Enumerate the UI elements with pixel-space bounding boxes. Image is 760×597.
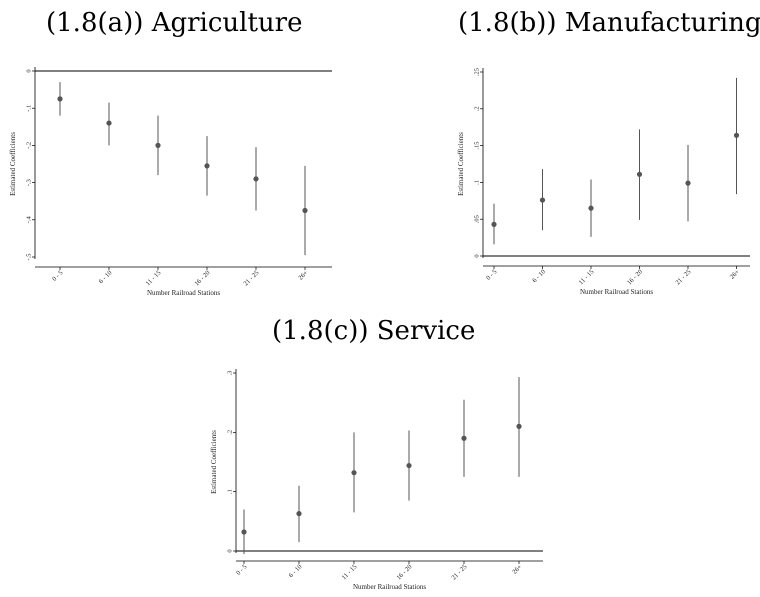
coefficient-point <box>406 462 412 469</box>
y-tick-label: 0 <box>25 69 32 72</box>
x-axis-label: Number Railroad Stations <box>147 289 220 297</box>
y-tick-label: -.5 <box>25 253 32 260</box>
y-tick-label: -.3 <box>25 179 32 186</box>
y-tick-label: 0 <box>473 254 480 257</box>
coefficient-point <box>106 120 112 126</box>
y-tick-label: .2 <box>473 106 480 111</box>
coefficient-point <box>57 96 63 102</box>
y-tick-label: -.2 <box>25 142 32 149</box>
y-axis-label: Estimated Coefficients <box>457 132 465 196</box>
y-axis-label: Estimated Coefficients <box>210 430 218 494</box>
x-axis-label: Number Railroad Stations <box>580 288 653 296</box>
y-tick-label: .05 <box>473 215 480 223</box>
y-tick-label: .1 <box>473 180 480 185</box>
y-tick-label: -.1 <box>25 105 32 112</box>
x-tick-label: 26+ <box>511 563 523 575</box>
coefficient-point <box>733 132 740 138</box>
x-tick-label: 21 - 25 <box>450 563 468 581</box>
coefficient-point <box>516 423 522 429</box>
coefficient-point <box>491 221 497 227</box>
y-tick-label: .25 <box>473 68 480 76</box>
coefficient-point <box>253 176 259 182</box>
x-tick-label: 11 - 15 <box>341 563 359 581</box>
coefficient-point <box>155 142 161 148</box>
x-tick-label: 16 - 20 <box>395 563 413 581</box>
coefficient-point <box>351 470 357 476</box>
coefficient-point <box>588 205 594 211</box>
panel-title-agriculture: (1.8(a)) Agriculture <box>46 8 303 38</box>
x-tick-label: 6 - 10 <box>288 563 304 579</box>
y-tick-label: .15 <box>473 142 480 150</box>
coefficient-point <box>241 529 247 535</box>
coefficient-point <box>461 435 467 441</box>
coefficient-point <box>204 163 210 169</box>
panel-title-manufacturing: (1.8(b)) Manufacturing <box>458 8 760 38</box>
y-axis-label: Estimated Coefficients <box>9 132 17 196</box>
coefficient-point <box>296 511 302 517</box>
y-tick-label: 0 <box>226 549 233 552</box>
x-axis-label: Number Railroad Stations <box>353 583 426 591</box>
y-tick-label: .3 <box>226 371 233 376</box>
y-tick-label: .1 <box>226 489 233 494</box>
coefficient-point <box>539 197 546 203</box>
coefficient-point <box>636 171 643 177</box>
x-tick-label: 0 - 5 <box>235 563 248 576</box>
coefficient-point <box>685 180 691 186</box>
y-tick-label: -.4 <box>25 216 32 224</box>
y-tick-label: .2 <box>226 430 233 435</box>
coefficient-point <box>302 207 308 214</box>
panel-title-service: (1.8(c)) Service <box>272 316 476 346</box>
